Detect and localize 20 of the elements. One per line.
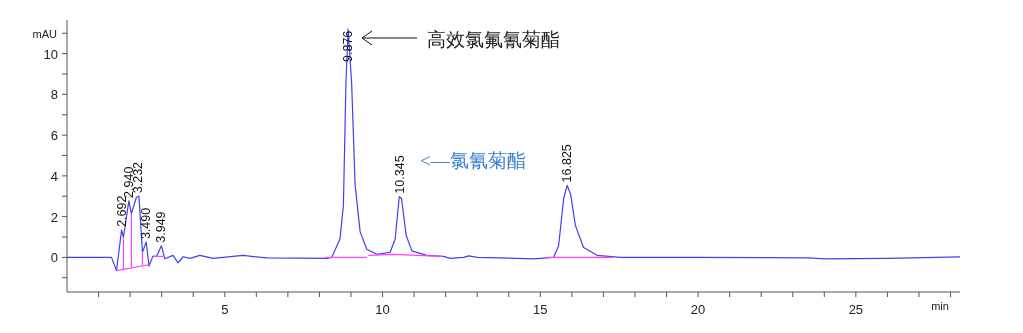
annotation: 高效氯氟氰菊酯 [427,29,560,50]
x-tick-label: 15 [533,302,548,317]
x-tick-label: 20 [690,302,706,317]
y-tick-label: 0 [50,250,58,266]
y-tick-label: 4 [50,168,58,184]
y-tick-label: 6 [50,128,58,144]
annotation: 9.876 [341,30,356,62]
annotation: 10.345 [392,155,407,194]
annotation: <—氯氰菊酯 [420,150,526,171]
y-tick-label: 2 [50,209,58,225]
annotation: 16.825 [560,144,575,183]
x-tick-label: 10 [375,302,390,317]
y-tick-label: 10 [43,46,58,62]
annotation: 3.490 [139,207,154,240]
y-tick-label: 8 [50,87,58,103]
x-axis-title: min [931,300,949,312]
x-tick-label: 25 [848,302,864,317]
y-axis-title: mAU [32,28,58,40]
x-tick-label: 5 [221,302,229,317]
annotation: 3.949 [154,211,169,243]
